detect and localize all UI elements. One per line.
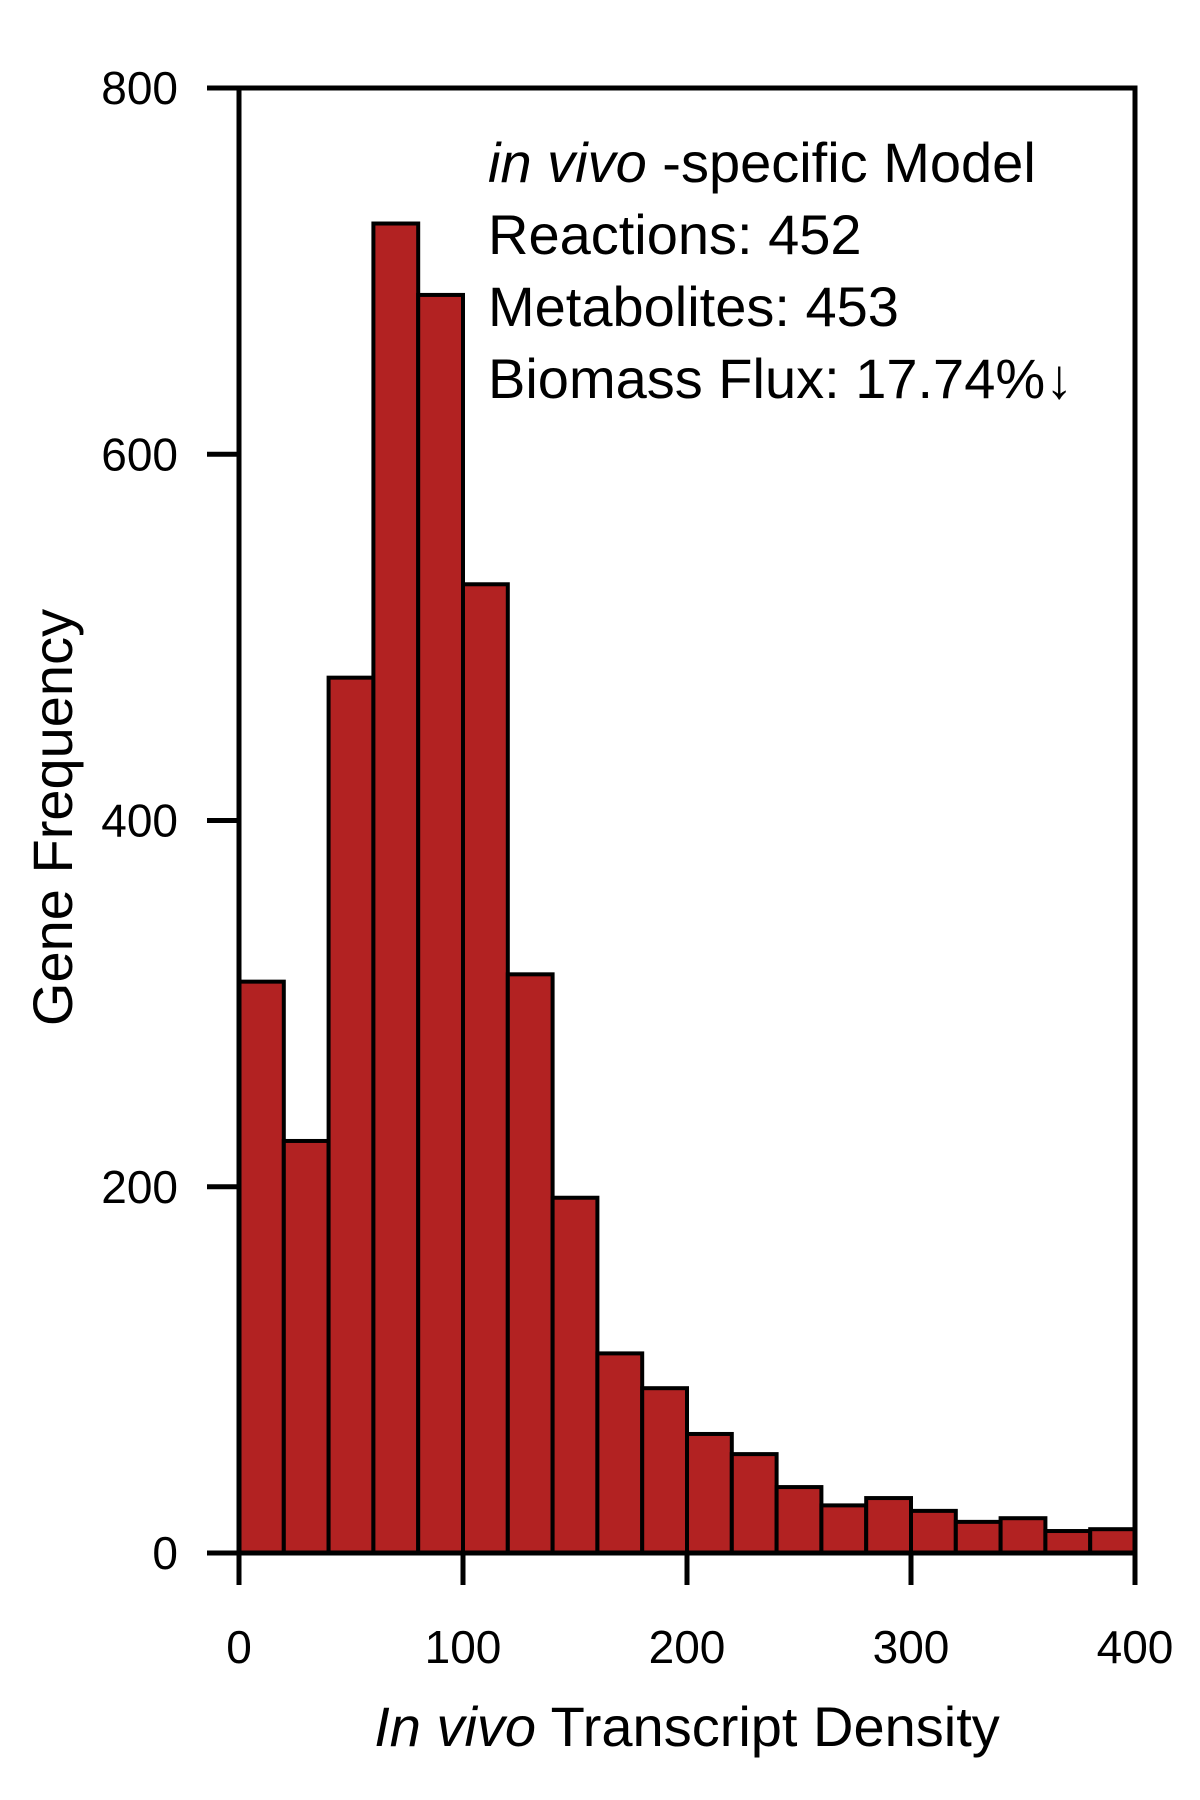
x-axis-label-italic: In vivo [374,1695,536,1758]
histogram-bar [237,979,286,1555]
histogram-bar [729,1452,779,1556]
histogram-bar [595,1351,645,1556]
x-tick-label: 0 [226,1621,252,1673]
x-tick-label: 300 [873,1621,950,1673]
ticks-group: 0 100 200 300 400 0 200 400 600 800 [101,62,1173,1673]
histogram-bar [505,972,555,1555]
y-axis-label: Gene Frequency [21,609,84,1026]
y-tick-label: 800 [101,62,178,114]
x-tick-label: 200 [649,1621,726,1673]
annotation-model-title: in vivo -specific Model [488,131,1036,194]
histogram-bar [774,1485,824,1555]
y-tick-label: 400 [101,795,178,847]
bars-group [237,221,1137,1556]
histogram-bar [416,292,466,1555]
histogram-bar [998,1516,1048,1556]
y-tick-label: 0 [152,1527,178,1579]
histogram-bar [909,1508,958,1555]
x-axis-label-rest: Transcript Density [536,1695,1000,1758]
histogram-bar [640,1386,690,1555]
histogram-bar [819,1503,869,1555]
x-axis-label: In vivo Transcript Density [374,1695,1000,1758]
histogram-bar [550,1195,600,1556]
annotation-metabolites: Metabolites: 453 [488,275,899,338]
annotation-reactions: Reactions: 452 [488,203,862,266]
histogram-bar [326,675,376,1555]
histogram-bar [1088,1527,1137,1555]
annotation-model-title-italic: in vivo [488,131,647,194]
histogram-bar [685,1431,734,1555]
histogram-bar [1043,1529,1093,1556]
x-tick-label: 100 [425,1621,502,1673]
x-tick-label: 400 [1097,1621,1174,1673]
histogram-bar [281,1138,331,1555]
histogram-bar [461,582,510,1555]
histogram-bar [864,1496,914,1555]
y-tick-label: 600 [101,428,178,480]
annotation-biomass-flux: Biomass Flux: 17.74%↓ [488,347,1073,410]
histogram-bar [371,221,421,1556]
y-tick-label: 200 [101,1161,178,1213]
annotation-model-title-rest: -specific Model [647,131,1036,194]
histogram-bar [953,1519,1003,1556]
